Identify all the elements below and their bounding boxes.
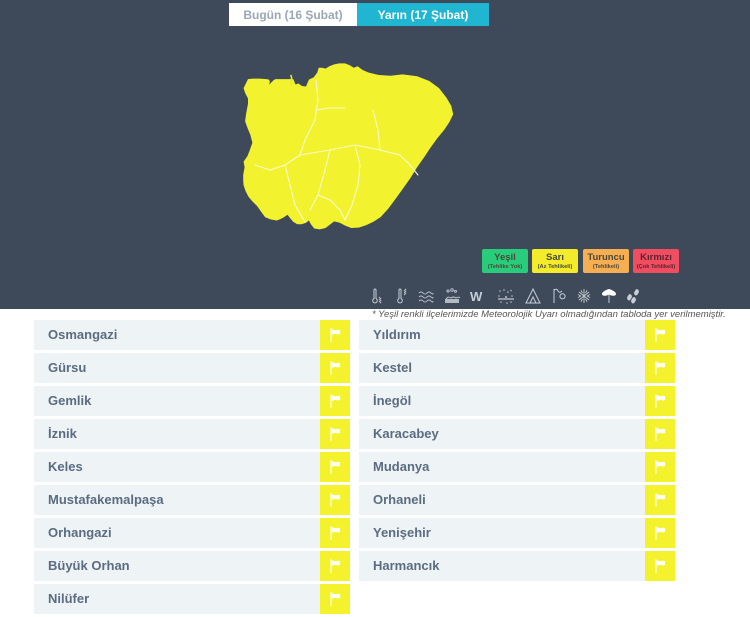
svg-text:W: W [470,289,483,304]
